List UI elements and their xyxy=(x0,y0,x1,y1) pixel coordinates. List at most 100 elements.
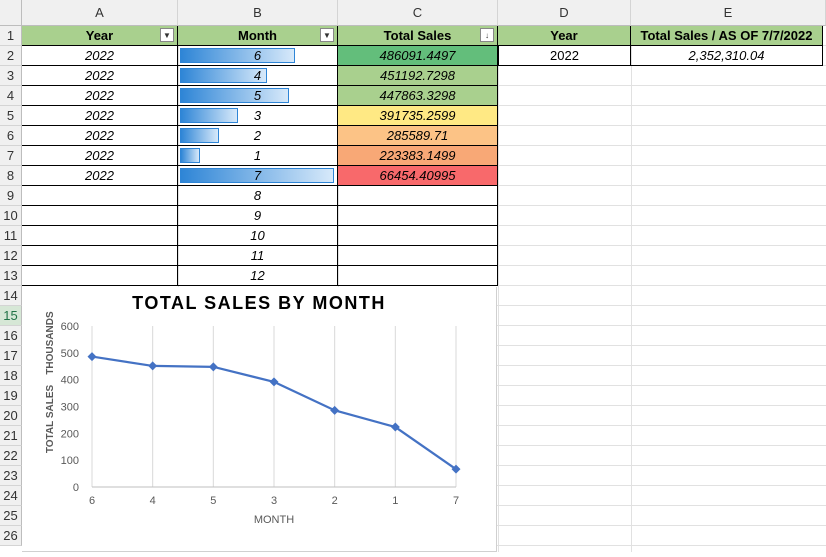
year-cell[interactable]: 2022 xyxy=(22,86,178,106)
row-header-13[interactable]: 13 xyxy=(0,266,22,286)
row-header-1[interactable]: 1 xyxy=(0,26,22,46)
row-header-23[interactable]: 23 xyxy=(0,466,22,486)
total-sales-cell[interactable]: 451192.7298 xyxy=(338,66,498,86)
year-cell[interactable] xyxy=(22,226,178,246)
column-header-d[interactable]: D xyxy=(498,0,631,26)
data-bar xyxy=(180,168,334,183)
row-header-4[interactable]: 4 xyxy=(0,86,22,106)
month-cell[interactable]: 7 xyxy=(178,166,338,186)
row-header-7[interactable]: 7 xyxy=(0,146,22,166)
row-header-21[interactable]: 21 xyxy=(0,426,22,446)
year-cell[interactable]: 2022 xyxy=(22,46,178,66)
table2-total-header[interactable]: Total Sales / AS OF 7/7/2022 xyxy=(631,26,823,46)
row-header-8[interactable]: 8 xyxy=(0,166,22,186)
month-cell[interactable]: 11 xyxy=(178,246,338,266)
total-sales-cell[interactable]: 223383.1499 xyxy=(338,146,498,166)
data-bar xyxy=(180,68,267,83)
month-cell[interactable]: 6 xyxy=(178,46,338,66)
total-sales-cell[interactable]: 486091.4497 xyxy=(338,46,498,66)
column-header-c[interactable]: C xyxy=(338,0,498,26)
total-sales-cell[interactable] xyxy=(338,266,498,286)
month-cell[interactable]: 10 xyxy=(178,226,338,246)
row-header-16[interactable]: 16 xyxy=(0,326,22,346)
row-header-9[interactable]: 9 xyxy=(0,186,22,206)
total-sales-cell[interactable]: 66454.40995 xyxy=(338,166,498,186)
filter-dropdown-icon[interactable]: ▼ xyxy=(320,28,334,42)
row-header-10[interactable]: 10 xyxy=(0,206,22,226)
year-cell[interactable] xyxy=(22,186,178,206)
year-cell-value: 2022 xyxy=(85,168,114,183)
year-cell[interactable]: 2022 xyxy=(22,166,178,186)
year-cell[interactable] xyxy=(22,266,178,286)
row-header-5[interactable]: 5 xyxy=(0,106,22,126)
month-cell-value: 9 xyxy=(253,208,262,223)
select-all-corner[interactable] xyxy=(0,0,22,26)
total-sales-header[interactable]: Total Sales ↓ xyxy=(338,26,498,46)
row-header-24[interactable]: 24 xyxy=(0,486,22,506)
total-sales-cell[interactable] xyxy=(338,226,498,246)
year-cell[interactable]: 2022 xyxy=(22,66,178,86)
y-axis-label: TOTAL SALES xyxy=(45,385,56,454)
row-header-14[interactable]: 14 xyxy=(0,286,22,306)
month-cell[interactable]: 3 xyxy=(178,106,338,126)
month-cell[interactable]: 8 xyxy=(178,186,338,206)
sort-descending-icon[interactable]: ↓ xyxy=(480,28,494,42)
total-sales-cell[interactable]: 391735.2599 xyxy=(338,106,498,126)
gridline xyxy=(498,26,499,552)
row-header-12[interactable]: 12 xyxy=(0,246,22,266)
y-tick-label: 100 xyxy=(61,455,79,467)
table2-total-cell[interactable]: 2,352,310.04 xyxy=(631,46,823,66)
row-header-20[interactable]: 20 xyxy=(0,406,22,426)
month-header[interactable]: Month ▼ xyxy=(178,26,338,46)
year-header[interactable]: Year ▼ xyxy=(22,26,178,46)
total-sales-cell[interactable] xyxy=(338,246,498,266)
total-sales-cell[interactable]: 447863.3298 xyxy=(338,86,498,106)
line-chart[interactable]: TOTAL SALES BY MONTH 0 100 200 300 400 500 600 6… xyxy=(22,287,497,552)
year-cell[interactable]: 2022 xyxy=(22,146,178,166)
column-header-b[interactable]: B xyxy=(178,0,338,26)
month-cell[interactable]: 2 xyxy=(178,126,338,146)
table2-total-value: 2,352,310.04 xyxy=(688,48,765,63)
year-cell[interactable]: 2022 xyxy=(22,106,178,126)
total-sales-cell[interactable] xyxy=(338,206,498,226)
row-header-26[interactable]: 26 xyxy=(0,526,22,546)
month-cell[interactable]: 4 xyxy=(178,66,338,86)
y-tick-label: 400 xyxy=(61,375,79,387)
row-header-11[interactable]: 11 xyxy=(0,226,22,246)
column-header-a[interactable]: A xyxy=(22,0,178,26)
year-cell-value: 2022 xyxy=(85,108,114,123)
year-cell-value: 2022 xyxy=(85,88,114,103)
column-header-e[interactable]: E xyxy=(631,0,826,26)
month-cell[interactable]: 9 xyxy=(178,206,338,226)
row-header-2[interactable]: 2 xyxy=(0,46,22,66)
row-header-15[interactable]: 15 xyxy=(0,306,22,326)
year-cell[interactable]: 2022 xyxy=(22,126,178,146)
x-tick-label: 4 xyxy=(150,495,156,507)
month-cell[interactable]: 1 xyxy=(178,146,338,166)
row-header-17[interactable]: 17 xyxy=(0,346,22,366)
row-header-19[interactable]: 19 xyxy=(0,386,22,406)
month-cell[interactable]: 5 xyxy=(178,86,338,106)
row-header-3[interactable]: 3 xyxy=(0,66,22,86)
data-point-marker xyxy=(451,464,461,474)
total-sales-cell[interactable] xyxy=(338,186,498,206)
month-cell-value: 11 xyxy=(250,248,265,263)
y-axis-units-label: THOUSANDS xyxy=(45,311,56,375)
data-point-marker xyxy=(330,405,340,415)
month-cell-value: 1 xyxy=(253,148,262,163)
filter-dropdown-icon[interactable]: ▼ xyxy=(160,28,174,42)
table2-year-header[interactable]: Year xyxy=(498,26,631,46)
month-cell[interactable]: 12 xyxy=(178,266,338,286)
table2-year-cell[interactable]: 2022 xyxy=(498,46,631,66)
row-header-25[interactable]: 25 xyxy=(0,506,22,526)
y-tick-label: 600 xyxy=(61,321,79,333)
row-header-6[interactable]: 6 xyxy=(0,126,22,146)
year-cell[interactable] xyxy=(22,206,178,226)
year-cell[interactable] xyxy=(22,246,178,266)
total-sales-cell[interactable]: 285589.71 xyxy=(338,126,498,146)
chart-title: TOTAL SALES BY MONTH xyxy=(132,293,386,313)
month-cell-value: 5 xyxy=(253,88,262,103)
x-tick-label: 7 xyxy=(453,495,459,507)
row-header-22[interactable]: 22 xyxy=(0,446,22,466)
row-header-18[interactable]: 18 xyxy=(0,366,22,386)
